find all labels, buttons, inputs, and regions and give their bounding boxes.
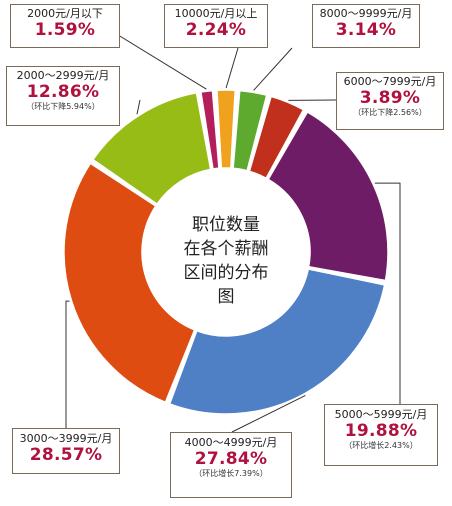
title-line-1: 职位数量 <box>192 215 260 235</box>
range-text: 8000～9999元/月 <box>319 7 413 20</box>
donut-slice <box>216 89 237 169</box>
range-text: 2000元/月以下 <box>27 7 103 20</box>
title-line-3: 区间的分布图 <box>183 263 269 307</box>
label-4000-4999: 4000～4999元/月 27.84% （环比增长7.39%） <box>170 432 292 498</box>
leader-line <box>136 99 141 115</box>
range-text: 2000～2999元/月 <box>16 69 110 82</box>
percent-text: 19.88% <box>344 420 418 441</box>
leader-line <box>225 47 239 89</box>
donut-slice <box>63 162 196 404</box>
donut-slice <box>248 95 305 180</box>
range-text: 6000～7999元/月 <box>343 75 437 88</box>
label-8000-9999: 8000～9999元/月 3.14% <box>312 4 420 48</box>
percent-text: 28.57% <box>29 444 103 465</box>
range-text: 3000～3999元/月 <box>19 432 113 445</box>
leader-line <box>65 300 70 428</box>
label-3000-3999: 3000～3999元/月 28.57% <box>12 428 120 474</box>
range-text: 4000～4999元/月 <box>184 436 278 449</box>
label-10000-plus: 10000元/月以上 2.24% <box>164 4 268 48</box>
change-note: （环比下降5.94%） <box>26 102 100 112</box>
range-text: 5000～5999元/月 <box>334 408 428 421</box>
donut-slice <box>200 89 220 170</box>
change-note: （环比增长2.43%） <box>344 441 418 451</box>
percent-text: 1.59% <box>34 19 96 40</box>
leader-line <box>253 47 293 91</box>
donut-slice <box>168 268 386 415</box>
percent-text: 3.14% <box>335 19 397 40</box>
chart-title: 职位数量 在各个薪酬 区间的分布图 <box>176 213 276 309</box>
change-note: （环比下降2.56%） <box>353 108 427 118</box>
label-below-2000: 2000元/月以下 1.59% <box>10 4 120 48</box>
percent-text: 3.89% <box>359 87 421 108</box>
donut-slice <box>267 110 389 282</box>
label-6000-7999: 6000～7999元/月 3.89% （环比下降2.56%） <box>336 72 444 130</box>
percent-text: 27.84% <box>194 448 268 469</box>
donut-slice <box>91 91 212 206</box>
label-2000-2999: 2000～2999元/月 12.86% （环比下降5.94%） <box>6 66 120 126</box>
percent-text: 2.24% <box>185 19 247 40</box>
range-text: 10000元/月以上 <box>174 7 258 20</box>
leader-line <box>109 29 207 90</box>
leader-line <box>374 182 401 404</box>
change-note: （环比增长7.39%） <box>194 469 268 479</box>
leader-line <box>231 395 306 433</box>
title-line-2: 在各个薪酬 <box>183 239 269 259</box>
donut-slice <box>232 89 268 172</box>
percent-text: 12.86% <box>26 81 100 102</box>
label-5000-5999: 5000～5999元/月 19.88% （环比增长2.43%） <box>324 404 438 466</box>
